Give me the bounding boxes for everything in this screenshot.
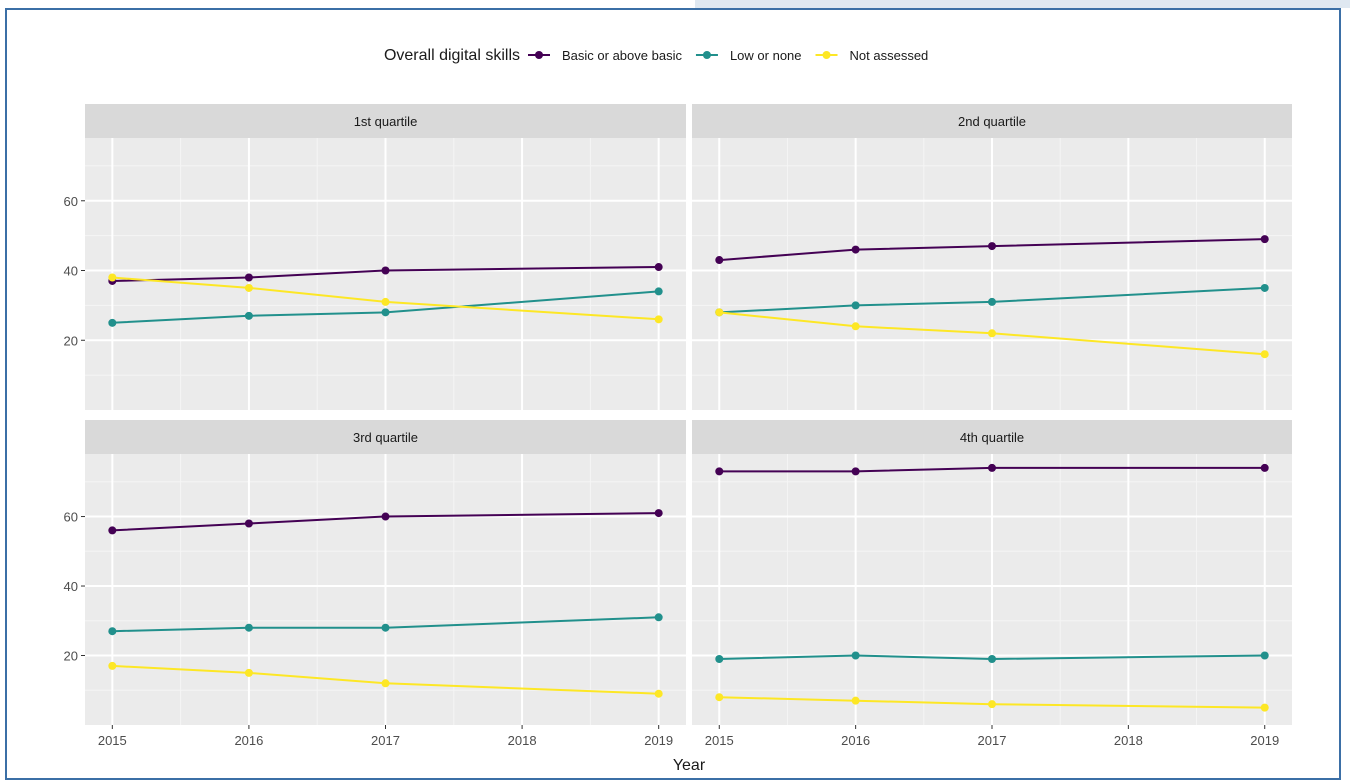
data-point — [655, 263, 663, 271]
data-point — [1261, 464, 1269, 472]
y-tick-label: 20 — [64, 649, 78, 664]
x-tick-label: 2016 — [234, 733, 263, 748]
data-point — [245, 284, 253, 292]
data-point — [852, 246, 860, 254]
x-tick-label: 2016 — [841, 733, 870, 748]
panel-2nd-quartile: 2nd quartile — [692, 104, 1292, 410]
legend-key-low-or-none — [696, 51, 718, 59]
data-point — [1261, 652, 1269, 660]
legend-key-not-assessed — [816, 51, 838, 59]
data-point — [715, 693, 723, 701]
data-point — [245, 624, 253, 632]
data-point — [988, 298, 996, 306]
legend-label-low-or-none: Low or none — [730, 48, 802, 63]
data-point — [655, 509, 663, 517]
data-point — [852, 322, 860, 330]
y-tick-label: 20 — [64, 333, 78, 348]
x-tick-label: 2015 — [98, 733, 127, 748]
panel-3rd-quartile: 3rd quartile 20 40 60 2015 2016 2017 2018 2019 — [64, 420, 686, 748]
x-tick-label: 2018 — [1114, 733, 1143, 748]
panel-4th-quartile: 4th quartile 2015 2016 2017 2018 2019 — [692, 420, 1292, 748]
data-point — [1261, 350, 1269, 358]
data-point — [988, 329, 996, 337]
x-tick-label: 2019 — [644, 733, 673, 748]
data-point — [382, 624, 390, 632]
panel-title: 4th quartile — [960, 430, 1024, 445]
legend-key-point — [703, 51, 711, 59]
data-point — [108, 319, 116, 327]
data-point — [382, 308, 390, 316]
data-point — [245, 669, 253, 677]
data-point — [988, 700, 996, 708]
data-point — [245, 519, 253, 527]
data-point — [852, 467, 860, 475]
panel-title: 1st quartile — [354, 114, 418, 129]
x-tick-label: 2019 — [1250, 733, 1279, 748]
data-point — [988, 464, 996, 472]
x-axis-title: Year — [673, 757, 706, 774]
data-point — [852, 652, 860, 660]
data-point — [852, 301, 860, 309]
y-tick-label: 40 — [64, 579, 78, 594]
legend-key-point — [535, 51, 543, 59]
panel-title: 2nd quartile — [958, 114, 1026, 129]
data-point — [108, 662, 116, 670]
legend: Overall digital skills Basic or above ba… — [384, 47, 928, 64]
data-point — [655, 315, 663, 323]
data-point — [382, 298, 390, 306]
panel-1st-quartile: 1st quartile 20 40 60 — [64, 104, 686, 410]
legend-key-basic-or-above-basic — [528, 51, 550, 59]
y-tick-label: 40 — [64, 264, 78, 279]
data-point — [108, 627, 116, 635]
data-point — [245, 312, 253, 320]
x-tick-label: 2017 — [371, 733, 400, 748]
data-point — [382, 679, 390, 687]
data-point — [382, 513, 390, 521]
data-point — [1261, 704, 1269, 712]
data-point — [655, 287, 663, 295]
data-point — [715, 467, 723, 475]
legend-label-not-assessed: Not assessed — [850, 48, 929, 63]
legend-label-basic-or-above-basic: Basic or above basic — [562, 48, 682, 63]
data-point — [245, 273, 253, 281]
data-point — [988, 655, 996, 663]
data-point — [108, 526, 116, 534]
legend-title: Overall digital skills — [384, 47, 520, 64]
data-point — [1261, 235, 1269, 243]
data-point — [988, 242, 996, 250]
data-point — [655, 613, 663, 621]
y-tick-label: 60 — [64, 510, 78, 525]
panel-title: 3rd quartile — [353, 430, 418, 445]
x-tick-label: 2015 — [705, 733, 734, 748]
data-point — [1261, 284, 1269, 292]
x-tick-label: 2017 — [978, 733, 1007, 748]
data-point — [108, 273, 116, 281]
panels: 1st quartile 20 40 60 2nd quartile 3rd quarti… — [64, 104, 1292, 748]
x-tick-label: 2018 — [508, 733, 537, 748]
data-point — [715, 655, 723, 663]
data-point — [715, 308, 723, 316]
legend-key-point — [823, 51, 831, 59]
data-point — [715, 256, 723, 264]
data-point — [655, 690, 663, 698]
data-point — [382, 267, 390, 275]
data-point — [852, 697, 860, 705]
y-tick-label: 60 — [64, 194, 78, 209]
